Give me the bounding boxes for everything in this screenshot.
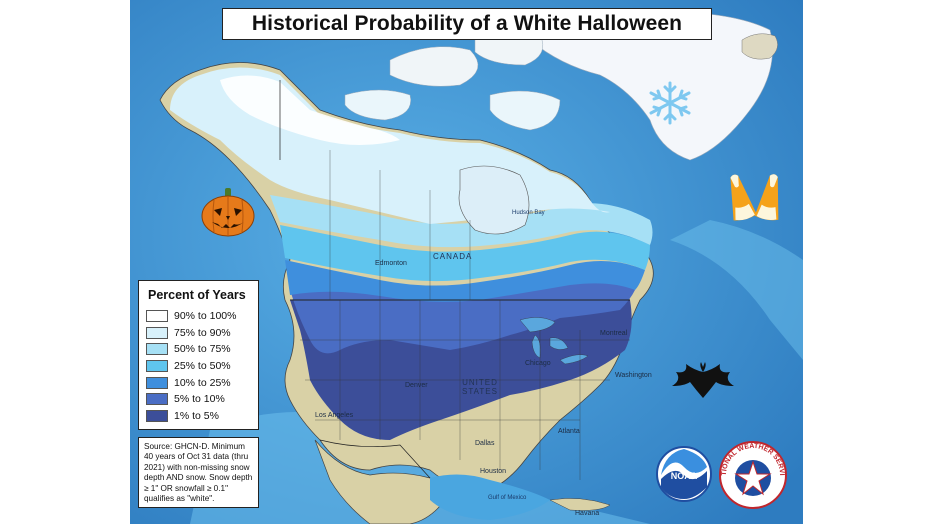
map-canvas: CANADA UNITED STATES Hudson Bay Gulf of … [130, 0, 803, 524]
legend-item: 75% to 90% [146, 325, 252, 342]
legend-label: 25% to 50% [174, 360, 231, 373]
lake-erie [559, 354, 589, 365]
legend-item: 25% to 50% [146, 358, 252, 375]
band-90-100 [220, 75, 400, 145]
legend-item: 1% to 5% [146, 408, 252, 425]
legend-swatch [146, 343, 168, 356]
label-atlanta: Atlanta [558, 428, 580, 435]
pumpkin-icon [201, 188, 255, 237]
legend: Percent of Years 90% to 100% 75% to 90% 50… [138, 280, 259, 430]
title-box: Historical Probability of a White Hallow… [222, 8, 712, 40]
legend-label: 90% to 100% [174, 310, 237, 323]
label-los-angeles: Los Angeles [315, 412, 354, 419]
label-hudson-bay: Hudson Bay [512, 210, 545, 216]
map-title: Historical Probability of a White Hallow… [251, 12, 683, 35]
nws-logo: NATIONAL WEATHER SERVICE [718, 440, 787, 509]
legend-swatch [146, 310, 168, 323]
legend-label: 50% to 75% [174, 343, 231, 356]
label-montreal: Montreal [600, 330, 628, 337]
legend-label: 5% to 10% [174, 393, 225, 406]
label-dallas: Dallas [475, 440, 495, 447]
legend-item: 50% to 75% [146, 341, 252, 358]
shelf-east [670, 220, 803, 360]
arctic-island-1 [389, 46, 479, 87]
legend-title: Percent of Years [148, 288, 246, 302]
source-note: Source: GHCN-D. Minimum 40 years of Oct … [138, 437, 259, 508]
legend-label: 75% to 90% [174, 326, 231, 339]
legend-item: 5% to 10% [146, 391, 252, 408]
legend-swatch [146, 409, 168, 422]
label-chicago: Chicago [525, 360, 551, 367]
label-havana: Havana [575, 510, 600, 517]
lake-huron [549, 337, 569, 350]
legend-swatch [146, 393, 168, 406]
legend-item: 90% to 100% [146, 308, 252, 325]
noaa-logo: NOAA [656, 446, 712, 502]
us-mexico-border [319, 439, 431, 479]
label-united-states: UNITED STATES [462, 378, 498, 396]
legend-rows: 90% to 100% 75% to 90% 50% to 75% 25% to 50… [146, 308, 252, 424]
province-lines [329, 150, 471, 300]
cuba [549, 498, 611, 511]
legend-label: 1% to 5% [174, 409, 219, 422]
legend-swatch [146, 376, 168, 389]
state-lines [300, 300, 630, 480]
legend-label: 10% to 25% [174, 376, 231, 389]
band-50-75 [270, 195, 653, 248]
label-canada: CANADA [433, 252, 473, 261]
band-10-25 [285, 260, 645, 302]
bat-icon [672, 362, 734, 398]
noaa-logo-text: NOAA [671, 471, 698, 481]
candy-corn-icon [730, 174, 779, 221]
label-edmonton: Edmonton [375, 260, 407, 267]
snowflake-icon [649, 81, 691, 125]
baffin-island [489, 90, 561, 131]
label-houston: Houston [480, 468, 507, 475]
hudson-bay [458, 165, 530, 235]
gulf-of-mexico [430, 474, 550, 520]
band-25-50 [280, 225, 650, 282]
iceland [741, 33, 778, 60]
legend-swatch [146, 326, 168, 339]
legend-item: 10% to 25% [146, 374, 252, 391]
label-washington: Washington [615, 372, 652, 379]
map-svg [130, 0, 803, 524]
label-denver: Denver [405, 382, 428, 389]
arctic-island-3 [344, 89, 411, 121]
lake-superior [519, 317, 556, 333]
label-gulf-of-mexico: Gulf of Mexico [488, 495, 527, 501]
legend-swatch [146, 360, 168, 373]
